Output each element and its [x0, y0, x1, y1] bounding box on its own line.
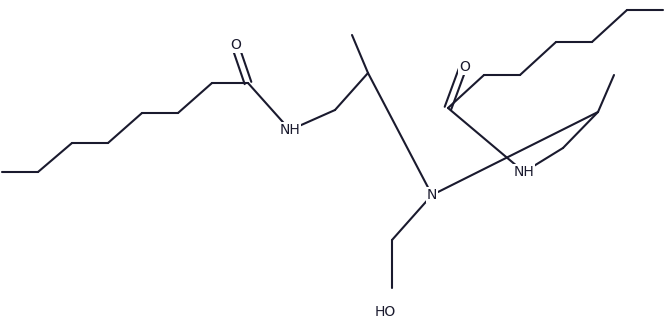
Text: O: O — [460, 60, 470, 74]
Text: NH: NH — [513, 165, 535, 179]
Text: HO: HO — [374, 305, 396, 319]
Text: O: O — [231, 38, 241, 52]
Text: N: N — [427, 188, 437, 202]
Text: NH: NH — [279, 123, 301, 137]
